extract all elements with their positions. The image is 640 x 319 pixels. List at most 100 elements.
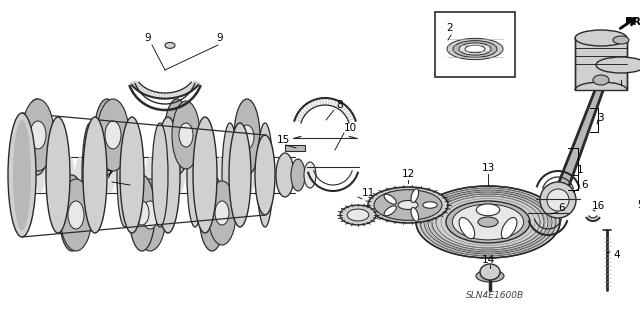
Ellipse shape (459, 218, 475, 239)
Ellipse shape (156, 117, 180, 233)
Ellipse shape (225, 157, 235, 193)
Ellipse shape (245, 157, 255, 193)
Bar (435, 12, 515, 77)
Ellipse shape (155, 157, 165, 193)
Text: 9: 9 (217, 33, 223, 43)
Polygon shape (552, 85, 605, 200)
Ellipse shape (129, 175, 155, 251)
Ellipse shape (234, 99, 260, 175)
Text: 14: 14 (481, 255, 495, 265)
Ellipse shape (276, 153, 294, 197)
Ellipse shape (304, 162, 316, 188)
Ellipse shape (95, 157, 105, 193)
Text: 4: 4 (614, 250, 620, 260)
Ellipse shape (255, 135, 275, 215)
Ellipse shape (22, 99, 54, 171)
Ellipse shape (199, 175, 225, 251)
Text: 1: 1 (577, 165, 583, 175)
Ellipse shape (384, 194, 396, 204)
Ellipse shape (265, 157, 275, 193)
Text: 13: 13 (481, 163, 495, 173)
Ellipse shape (82, 123, 98, 227)
Ellipse shape (179, 123, 193, 147)
Ellipse shape (65, 157, 75, 193)
Ellipse shape (35, 157, 45, 193)
Ellipse shape (97, 99, 129, 171)
Ellipse shape (105, 121, 121, 149)
Ellipse shape (25, 157, 35, 193)
Ellipse shape (476, 270, 504, 282)
Ellipse shape (135, 157, 145, 193)
Ellipse shape (446, 201, 530, 243)
Ellipse shape (291, 159, 305, 191)
Ellipse shape (540, 182, 576, 218)
Ellipse shape (164, 99, 190, 175)
Text: 2: 2 (447, 23, 453, 33)
Ellipse shape (94, 99, 120, 175)
Ellipse shape (374, 190, 442, 220)
Ellipse shape (229, 123, 251, 227)
Ellipse shape (8, 113, 36, 237)
Ellipse shape (347, 209, 369, 221)
Ellipse shape (15, 157, 25, 193)
Ellipse shape (55, 157, 65, 193)
Ellipse shape (275, 157, 285, 193)
Ellipse shape (170, 125, 184, 149)
Ellipse shape (117, 123, 133, 227)
Text: 8: 8 (337, 100, 343, 110)
Text: SLN4E1600B: SLN4E1600B (466, 291, 524, 300)
Ellipse shape (208, 181, 236, 245)
Ellipse shape (65, 201, 79, 225)
Ellipse shape (115, 157, 125, 193)
Ellipse shape (12, 123, 28, 227)
Ellipse shape (185, 157, 195, 193)
Ellipse shape (240, 125, 254, 149)
Ellipse shape (85, 157, 95, 193)
Ellipse shape (478, 217, 498, 227)
Ellipse shape (575, 30, 627, 46)
Text: 11: 11 (362, 188, 374, 198)
Text: 3: 3 (596, 113, 604, 123)
Ellipse shape (30, 125, 44, 149)
Ellipse shape (416, 186, 560, 258)
Ellipse shape (172, 101, 200, 169)
Ellipse shape (175, 157, 185, 193)
Ellipse shape (47, 123, 63, 227)
Ellipse shape (476, 204, 500, 216)
Ellipse shape (135, 201, 149, 225)
Text: 5: 5 (637, 200, 640, 210)
Ellipse shape (134, 179, 166, 251)
Ellipse shape (59, 175, 85, 251)
Ellipse shape (45, 157, 55, 193)
Ellipse shape (453, 41, 497, 57)
Ellipse shape (340, 205, 376, 225)
Ellipse shape (215, 157, 225, 193)
Ellipse shape (215, 201, 229, 225)
Bar (285, 145, 305, 151)
Ellipse shape (68, 201, 84, 229)
Ellipse shape (13, 120, 31, 230)
Ellipse shape (105, 157, 115, 193)
Ellipse shape (24, 99, 50, 175)
Ellipse shape (593, 75, 609, 85)
Text: FR.: FR. (625, 17, 640, 27)
Ellipse shape (235, 157, 245, 193)
Ellipse shape (613, 36, 629, 44)
Ellipse shape (411, 207, 419, 221)
Text: 12: 12 (401, 169, 415, 179)
Ellipse shape (398, 201, 418, 210)
Ellipse shape (205, 157, 215, 193)
Text: 10: 10 (344, 123, 356, 133)
Ellipse shape (480, 264, 500, 280)
Text: 16: 16 (591, 201, 605, 211)
Text: 6: 6 (559, 203, 565, 213)
Ellipse shape (255, 157, 265, 193)
Text: 7: 7 (105, 170, 111, 180)
Ellipse shape (501, 218, 517, 239)
Text: 6: 6 (582, 180, 588, 190)
Ellipse shape (60, 179, 92, 251)
Ellipse shape (120, 117, 144, 233)
Ellipse shape (125, 157, 135, 193)
Ellipse shape (447, 38, 503, 60)
Ellipse shape (384, 206, 396, 216)
